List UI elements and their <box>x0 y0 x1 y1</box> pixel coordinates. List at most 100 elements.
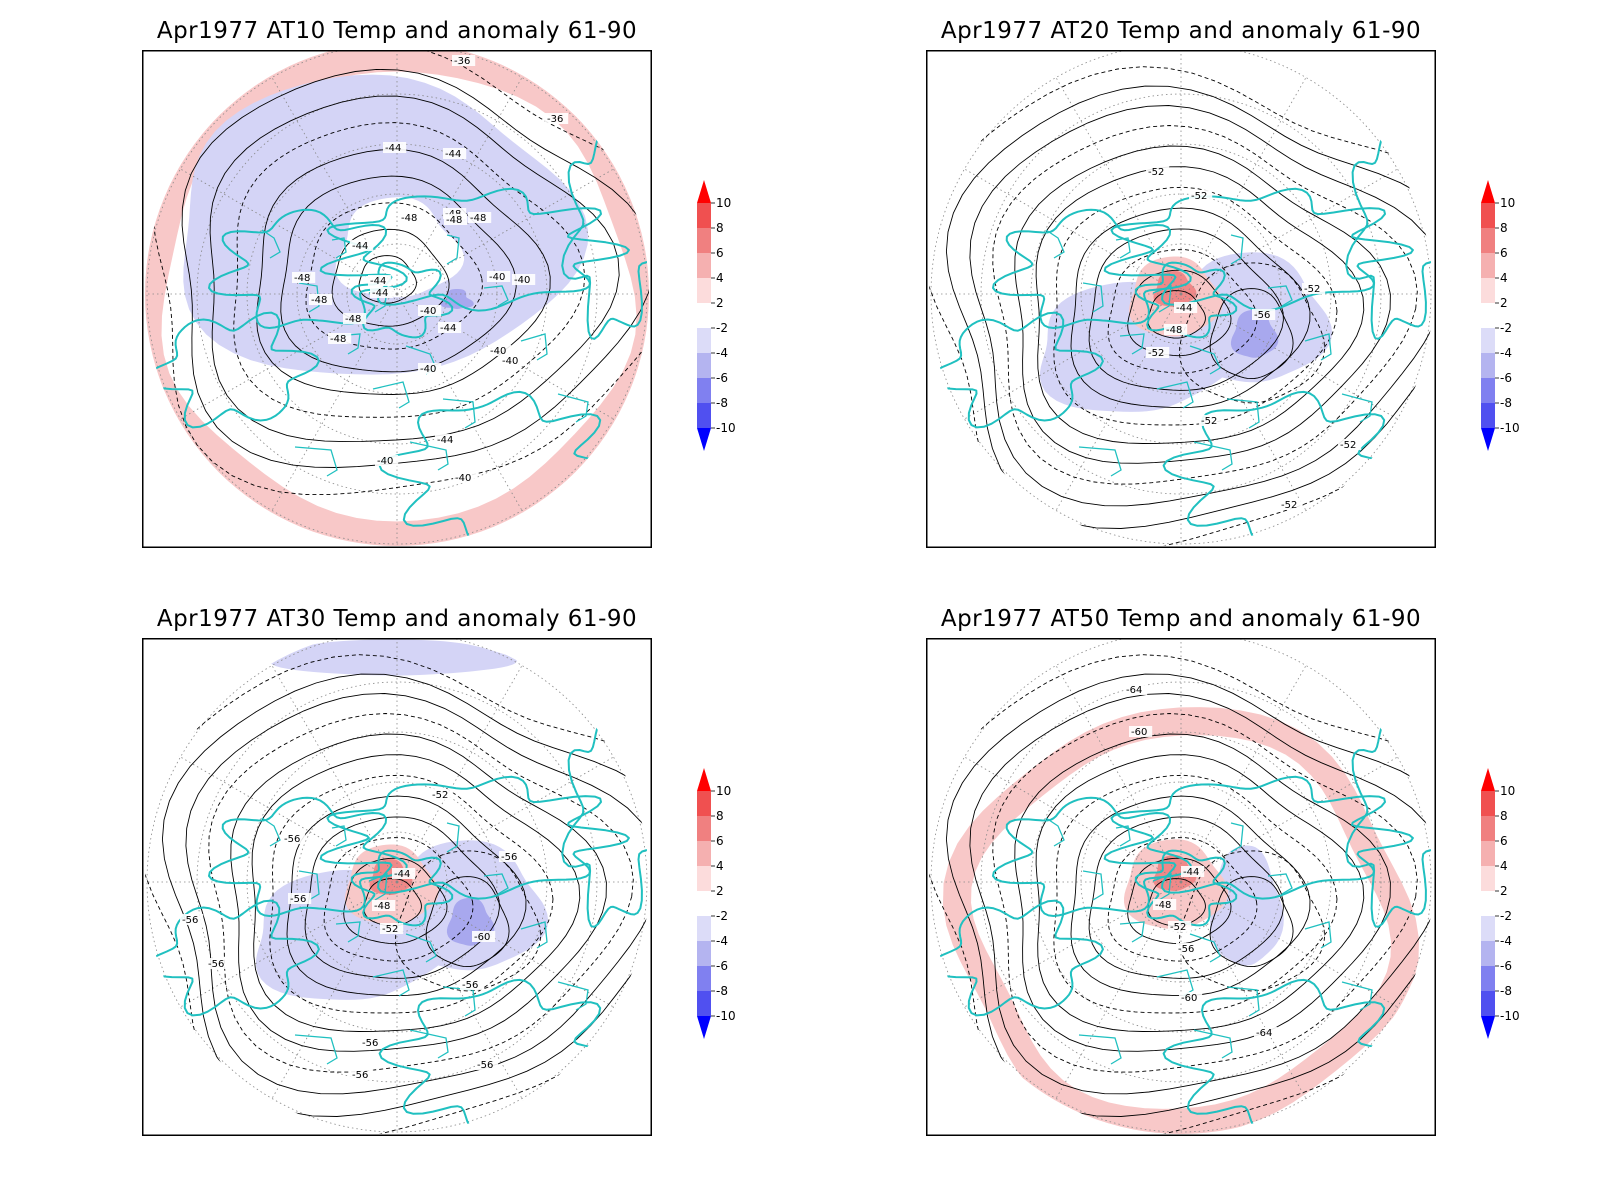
label-background <box>292 272 316 283</box>
lat-lon-grid <box>145 638 649 1134</box>
colorbar-segment <box>1481 378 1495 403</box>
label-background <box>383 142 407 153</box>
colorbar-tick-label: -8 <box>716 984 728 998</box>
colorbar-tick-label: 4 <box>1500 859 1508 873</box>
meridian <box>1050 293 1182 520</box>
label-background <box>487 271 511 282</box>
contour-line <box>161 673 649 1117</box>
label-background <box>180 914 204 925</box>
colorbar-bottom-arrow <box>1481 1016 1495 1039</box>
meridian <box>955 751 1182 883</box>
border-line <box>446 234 460 265</box>
contour-labels: -52 -52 -52 -44 -48 -52 -56 -52 -52 -52 <box>1146 166 1362 511</box>
colorbar-tick-label: 10 <box>1500 784 1515 798</box>
contour-line <box>1088 816 1284 979</box>
contour-line <box>1070 207 1311 409</box>
contour-line <box>209 95 620 443</box>
colorbar: 10 8 6 4 2 -2 -4 -6 -8 -10 <box>697 768 736 1039</box>
label-background <box>1129 726 1153 737</box>
political-borders <box>261 817 589 1065</box>
contour-label: -48 <box>1155 900 1171 911</box>
panel-at20: Apr1977 AT20 Temp and anomaly 61-90 -52-… <box>926 18 1586 578</box>
contour-line <box>1107 249 1258 374</box>
contour-label: -48 <box>345 314 361 325</box>
border-line <box>1189 933 1221 963</box>
polar-map: -64 -60 -44 -48 -52 -56 -60 -64 <box>926 638 1436 1136</box>
label-background <box>1124 684 1148 695</box>
meridian <box>396 881 623 1013</box>
border-line <box>331 825 347 847</box>
colorbar-tick-label: -8 <box>1500 396 1512 410</box>
colorbar-tick-label: 6 <box>1500 246 1508 260</box>
border-line <box>520 921 548 949</box>
colorbar-segment <box>697 791 711 816</box>
contour-line <box>945 85 1433 529</box>
colorbar-segment <box>1481 791 1495 816</box>
label-background <box>444 214 468 225</box>
colorbar-tick-label: -4 <box>1500 934 1512 948</box>
border-line <box>1152 285 1172 313</box>
border-line <box>1226 986 1260 1017</box>
colorbar-tick-label: -10 <box>1500 1009 1520 1023</box>
border-line <box>331 237 347 259</box>
panel-at50: Apr1977 AT50 Temp and anomaly 61-90 -64-… <box>926 606 1586 1166</box>
contour-line <box>992 125 1418 485</box>
contour-label: -56 <box>1178 944 1194 955</box>
contour-label: -56 <box>501 852 517 863</box>
label-background <box>1153 899 1177 910</box>
contour-line <box>331 228 450 327</box>
border-line <box>1193 441 1233 471</box>
contour-label: -56 <box>462 980 478 991</box>
colorbar-tick-label: 8 <box>716 809 724 823</box>
contour-label: -40 <box>420 364 436 375</box>
colorbar-tick-label: 8 <box>1500 221 1508 235</box>
label-background <box>1164 324 1188 335</box>
meridian <box>396 68 528 295</box>
colorbar-segment <box>697 966 711 991</box>
colorbar-segment <box>1481 403 1495 428</box>
border-line <box>446 822 460 853</box>
contour-label: -44 <box>370 276 386 287</box>
label-background <box>1199 415 1223 426</box>
contour-label: -40 <box>377 456 393 467</box>
border-line <box>409 1029 449 1059</box>
colorbar-segment <box>697 378 711 403</box>
colorbar-tick-label: 2 <box>716 884 724 898</box>
contour-label: -36 <box>547 114 563 125</box>
border-line <box>1304 921 1332 949</box>
coastline <box>378 978 626 1134</box>
latitude-circle <box>930 638 1432 1133</box>
border-line <box>1045 229 1065 259</box>
colorbar-segment <box>1481 328 1495 353</box>
border-line <box>1193 1029 1233 1059</box>
contour-label: -56 <box>290 894 306 905</box>
coastline <box>1134 849 1238 927</box>
border-line <box>557 981 589 1011</box>
contour-line <box>945 673 1433 1117</box>
contour-label: -52 <box>1304 284 1320 295</box>
meridian <box>171 751 398 883</box>
colorbar-segment <box>1481 816 1495 841</box>
label-background <box>343 313 367 324</box>
latitude-circle <box>196 681 598 1083</box>
label-background <box>418 305 442 316</box>
border-line <box>1078 1034 1122 1065</box>
contour-line <box>256 148 551 395</box>
label-background <box>545 113 569 124</box>
panel-at10: Apr1977 AT10 Temp and anomaly 61-90 -36 -… <box>142 18 802 578</box>
meridian <box>1180 293 1407 425</box>
contour-label: -44 <box>385 143 401 154</box>
label-background <box>380 923 404 934</box>
contour-label: -48 <box>374 901 390 912</box>
contour-label: -48 <box>294 273 310 284</box>
border-line <box>335 921 361 943</box>
temperature-contours <box>152 50 649 496</box>
label-background <box>350 240 374 251</box>
meridian <box>171 881 398 1013</box>
colorbar-segment <box>697 941 711 966</box>
border-line <box>1115 237 1131 259</box>
contour-labels: -36-36-44-44-48-48-44-48-44-48-48-48-44-… <box>292 55 569 484</box>
colorbar-segment <box>697 228 711 253</box>
coastline <box>1134 261 1238 339</box>
label-background <box>475 1059 499 1070</box>
